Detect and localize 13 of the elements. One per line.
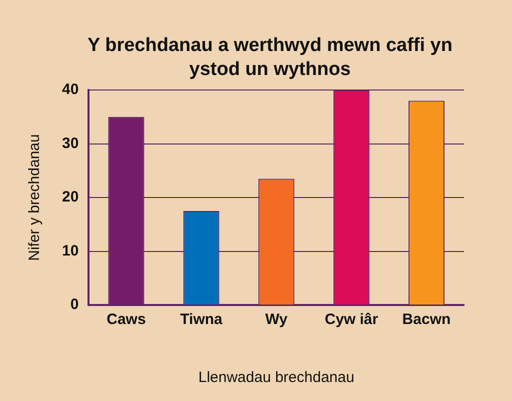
x-axis-title: Llenwadau brechdanau bbox=[198, 369, 354, 386]
x-tick-label: Tiwna bbox=[180, 311, 224, 328]
y-tick-label: 10 bbox=[62, 242, 79, 260]
y-axis-title: Nifer y brechdanau bbox=[26, 134, 44, 261]
y-tick-label: 0 bbox=[70, 296, 79, 314]
y-tick-label: 40 bbox=[62, 81, 79, 98]
y-tick-label: 30 bbox=[62, 134, 79, 152]
y-tick-label: 20 bbox=[62, 188, 79, 206]
x-tick-label: Cyw iâr bbox=[324, 311, 378, 328]
x-tick-label: Wy bbox=[265, 311, 288, 328]
x-tick-label: Bacwn bbox=[402, 311, 451, 328]
chart-title: Y brechdanau a werthwyd mewn caffi yn ystod un wythnos bbox=[86, 34, 454, 82]
x-tick-label: Caws bbox=[106, 311, 146, 328]
